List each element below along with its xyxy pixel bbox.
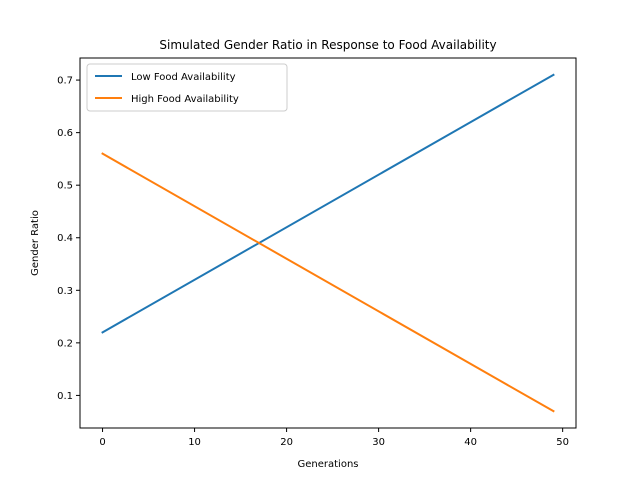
x-tick-label: 0: [99, 437, 105, 448]
y-tick-label: 0.1: [57, 391, 73, 402]
legend: Low Food Availability High Food Availabil…: [86, 63, 288, 112]
chart-title: Simulated Gender Ratio in Response to Fo…: [159, 38, 496, 52]
y-tick-label: 0.6: [57, 128, 73, 139]
x-tick-label: 50: [556, 437, 569, 448]
y-tick-label: 0.2: [57, 338, 73, 349]
x-tick-label: 20: [280, 437, 293, 448]
legend-label: Low Food Availability: [131, 72, 236, 83]
y-tick-label: 0.4: [57, 233, 73, 244]
series-line-high-food: [101, 152, 555, 413]
y-axis: 0.1 0.2 0.3 0.4 0.5 0.6 0.7: [57, 76, 80, 402]
y-tick-label: 0.7: [57, 76, 73, 87]
series-lines: [101, 73, 555, 413]
series-line-low-food: [101, 73, 555, 334]
legend-label: High Food Availability: [131, 94, 239, 105]
x-tick-label: 30: [372, 437, 385, 448]
y-tick-label: 0.5: [57, 181, 73, 192]
x-axis-label: Generations: [298, 459, 359, 470]
y-tick-label: 0.3: [57, 286, 73, 297]
axes-frame: [79, 57, 577, 429]
y-axis-label: Gender Ratio: [30, 210, 41, 276]
legend-box: [86, 63, 288, 112]
x-tick-label: 10: [188, 437, 201, 448]
x-axis: 0 10 20 30 40 50: [99, 428, 569, 448]
x-tick-label: 40: [464, 437, 477, 448]
